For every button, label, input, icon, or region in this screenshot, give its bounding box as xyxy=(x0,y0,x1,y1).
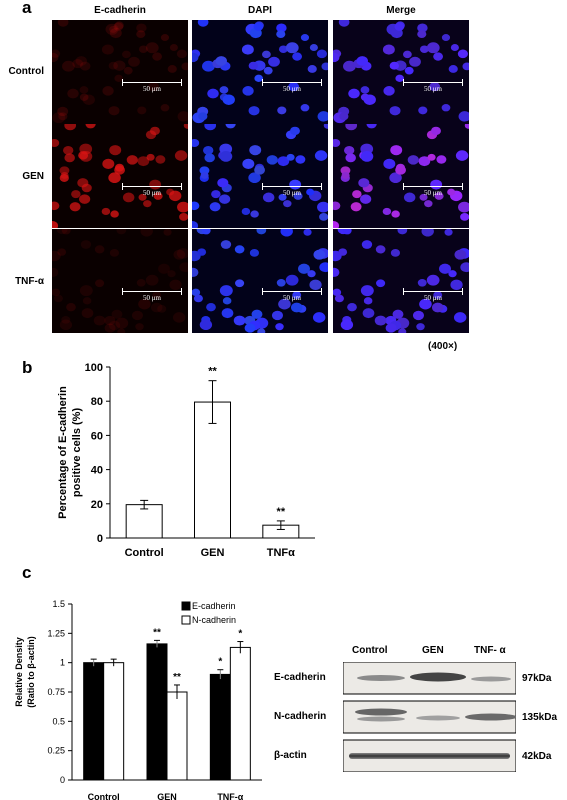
y-tick-label: 0 xyxy=(60,775,65,785)
bar-Control xyxy=(125,504,163,539)
wb-size-42: 42kDa xyxy=(522,751,552,762)
significance-mark: ** xyxy=(277,506,286,518)
scale-bar: 50 μm xyxy=(262,183,322,202)
legend-swatch xyxy=(181,615,191,625)
wb-size-135: 135kDa xyxy=(522,712,558,723)
band-ncad-tnf xyxy=(465,713,516,721)
significance-mark: * xyxy=(238,629,242,640)
micrograph-control-dapi: 50 μm xyxy=(192,20,328,124)
scale-bar-label: 50 μm xyxy=(424,85,442,93)
y-tick-label: 0.5 xyxy=(52,716,65,726)
bar-E-cadherin-GEN xyxy=(146,643,168,781)
scale-bar-label: 50 μm xyxy=(143,294,161,302)
scale-bar: 50 μm xyxy=(262,288,322,307)
y-tick-label: 1 xyxy=(60,658,65,668)
x-tick-label: TNFα xyxy=(267,547,295,559)
column-title-merge: Merge xyxy=(386,5,416,16)
scale-bar-label: 50 μm xyxy=(283,85,301,93)
y-tick-label: 1.25 xyxy=(47,628,65,638)
magnification-label: (400×) xyxy=(428,341,458,352)
band-ncad-gen xyxy=(416,715,460,721)
panel-a-letter: a xyxy=(22,0,32,17)
column-title-dapi: DAPI xyxy=(248,5,272,16)
micrograph-gen-ecadherin: 50 μm xyxy=(52,124,188,228)
x-tick-label: TNF-α xyxy=(217,792,243,800)
bar-GEN xyxy=(194,401,231,539)
wb-protein-bactin: β-actin xyxy=(274,750,307,761)
significance-mark: ** xyxy=(208,366,217,378)
y-axis-label-line1: Relative Density xyxy=(14,637,24,707)
y-tick-label: 0 xyxy=(97,533,103,545)
micrograph-tnf-dapi: 50 μm xyxy=(192,229,328,333)
scale-bar: 50 μm xyxy=(403,79,463,98)
y-tick-label: 80 xyxy=(91,396,103,408)
wb-size-97: 97kDa xyxy=(522,673,552,684)
x-tick-label: Control xyxy=(125,547,164,559)
y-tick-label: 1.5 xyxy=(52,599,65,609)
y-tick-label: 100 xyxy=(85,362,103,374)
bar-N-cadherin-Control xyxy=(103,662,125,781)
micrograph-gen-merge: 50 μm xyxy=(333,124,469,228)
micrograph-control-merge: 50 μm xyxy=(333,20,469,124)
panel-b-letter: b xyxy=(22,358,33,377)
x-tick-label: Control xyxy=(88,792,120,800)
column-title-ecadherin: E-cadherin xyxy=(94,5,146,16)
scale-bar-label: 50 μm xyxy=(424,294,442,302)
scale-bar: 50 μm xyxy=(122,183,182,202)
micrograph-tnf-merge: 50 μm xyxy=(333,229,469,333)
scale-bar-label: 50 μm xyxy=(283,294,301,302)
band-ecad-control xyxy=(357,675,405,681)
band-ecad-gen xyxy=(410,672,466,682)
row-label-control: Control xyxy=(8,66,44,77)
band-bactin xyxy=(349,753,510,759)
bar-N-cadherin-TNF-α xyxy=(229,646,251,781)
micrograph-control-ecadherin: 50 μm xyxy=(52,20,188,124)
scale-bar: 50 μm xyxy=(403,288,463,307)
y-tick-label: 60 xyxy=(91,430,103,442)
micrograph-gen-dapi: 50 μm xyxy=(192,124,328,228)
y-axis-label-line1: Percentage of E-cadherin xyxy=(57,386,69,519)
y-axis-label: Percentage of E-cadherin positive cells (… xyxy=(57,386,83,519)
y-tick-label: 20 xyxy=(91,499,103,511)
significance-mark: ** xyxy=(153,627,161,638)
scale-bar: 50 μm xyxy=(122,288,182,307)
significance-mark: ** xyxy=(173,672,181,683)
significance-mark: * xyxy=(218,657,222,668)
scale-bar: 50 μm xyxy=(122,79,182,98)
chart-relative-density: 00.250.50.7511.251.5Control****GEN**TNF-… xyxy=(14,599,262,800)
bar-E-cadherin-Control xyxy=(83,662,105,781)
wb-protein-ecadherin: E-cadherin xyxy=(274,672,326,683)
legend-label: E-cadherin xyxy=(192,601,236,611)
y-tick-label: 40 xyxy=(91,465,103,477)
scale-bar-label: 50 μm xyxy=(283,189,301,197)
chart-ecadherin-positive: 0 20 40 60 80 100 Control ** GEN ** TNFα Percentage… xyxy=(57,362,315,559)
row-label-tnf: TNF-α xyxy=(15,276,44,287)
western-blot-image xyxy=(343,662,516,772)
band-ncad-control-upper xyxy=(355,708,407,716)
bar-N-cadherin-GEN xyxy=(166,691,188,781)
row-label-gen: GEN xyxy=(22,171,44,182)
y-axis-label-line2: positive cells (%) xyxy=(71,408,83,498)
bar-E-cadherin-TNF-α xyxy=(209,673,231,781)
legend-label: N-cadherin xyxy=(192,615,236,625)
y-tick-label: 0.75 xyxy=(47,687,65,697)
legend-swatch xyxy=(181,601,191,611)
scale-bar-label: 50 μm xyxy=(424,189,442,197)
wb-protein-ncadherin: N-cadherin xyxy=(274,711,327,722)
scale-bar-label: 50 μm xyxy=(143,189,161,197)
scale-bar-label: 50 μm xyxy=(143,85,161,93)
scale-bar: 50 μm xyxy=(262,79,322,98)
x-tick-label: GEN xyxy=(201,547,225,559)
wb-lane-gen: GEN xyxy=(422,645,444,656)
y-tick-label: 0.25 xyxy=(47,746,65,756)
panel-c-letter: c xyxy=(22,563,32,582)
wb-lane-control: Control xyxy=(352,645,388,656)
y-axis-label-line2: (Ratio to β-actin) xyxy=(26,636,36,708)
y-axis-label: Relative Density (Ratio to β-actin) xyxy=(14,636,36,708)
wb-lane-tnf: TNF- α xyxy=(474,645,506,656)
band-ecad-tnf xyxy=(471,676,511,682)
scale-bar: 50 μm xyxy=(403,183,463,202)
micrograph-tnf-ecadherin: 50 μm xyxy=(52,229,188,333)
x-tick-label: GEN xyxy=(157,792,177,800)
